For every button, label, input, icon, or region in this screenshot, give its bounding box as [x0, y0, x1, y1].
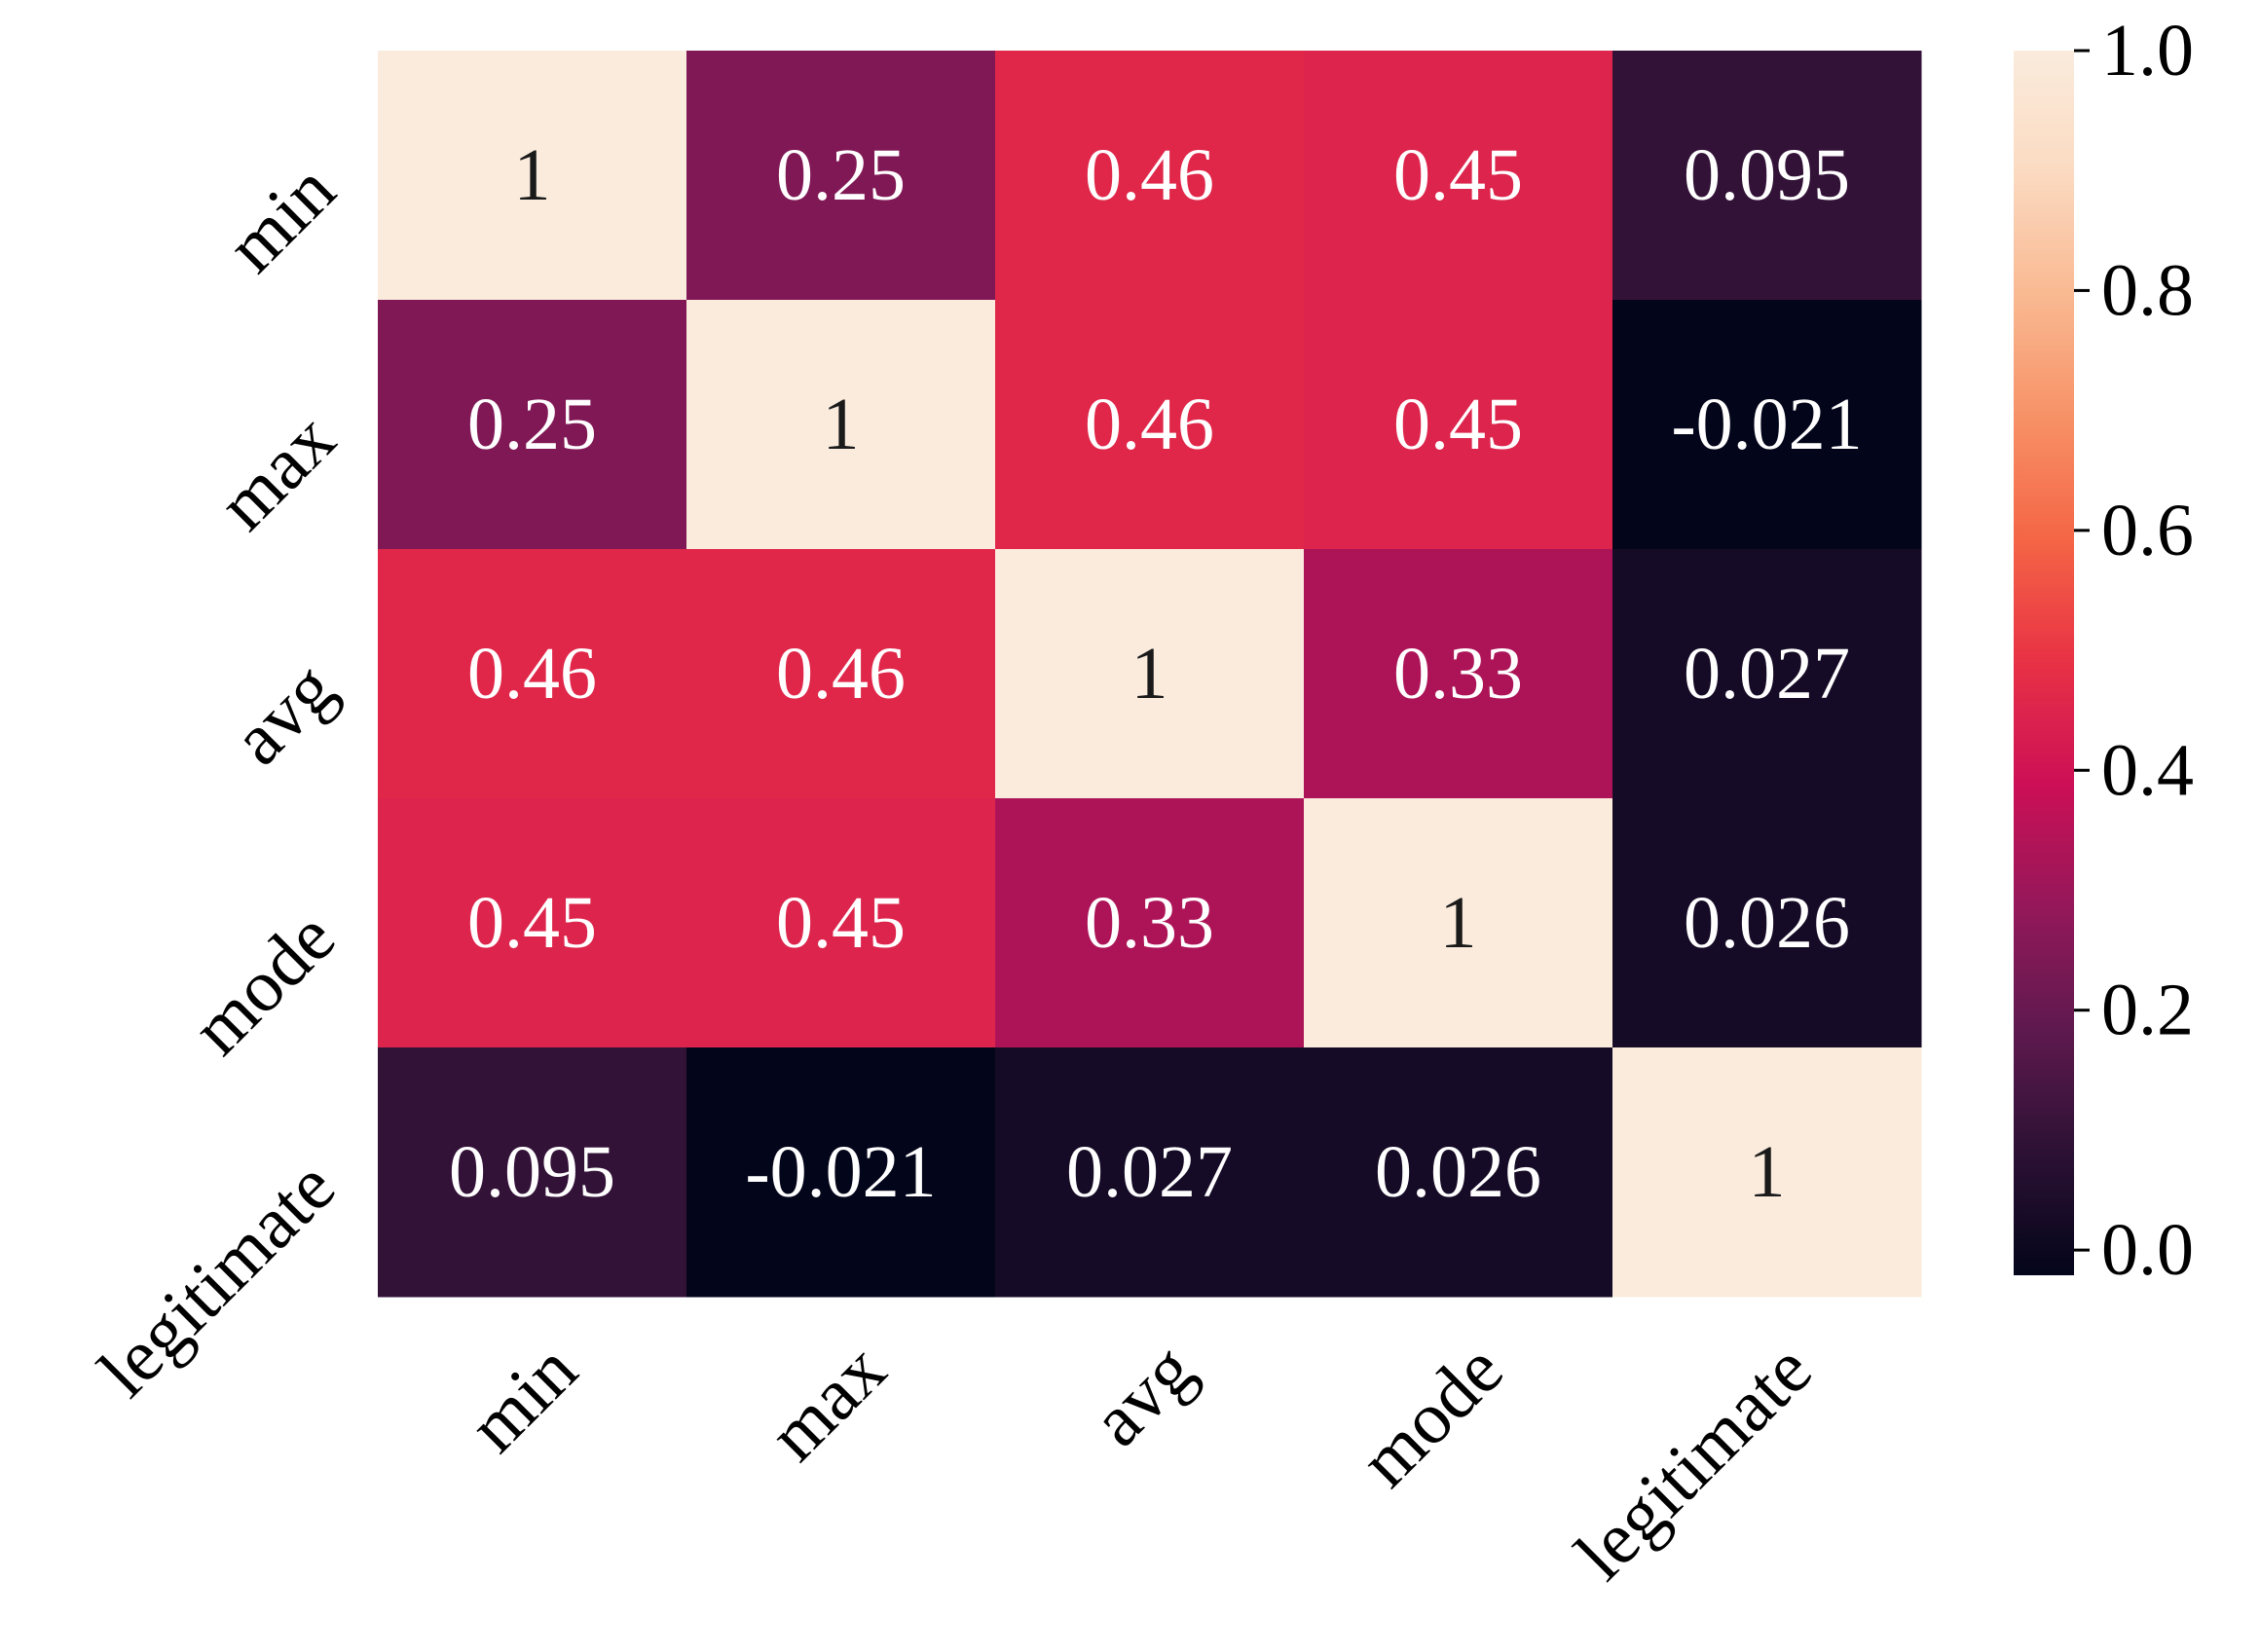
cell-value-label-2-1: 0.46 [776, 633, 906, 715]
cell-value-label-3-2: 0.33 [1085, 882, 1214, 964]
colorbar-tick-label-4: 0.8 [2101, 249, 2194, 331]
heatmap-cell-4-1 [686, 1047, 996, 1298]
x-tick-label-1: max [754, 1329, 902, 1477]
colorbar-tick-label-3: 0.6 [2101, 490, 2194, 571]
colorbar-tick-label-1: 0.2 [2101, 970, 2194, 1051]
cell-value-label-0-2: 0.46 [1085, 134, 1214, 216]
cell-value-label-0-3: 0.45 [1393, 134, 1523, 216]
y-tick-label-3: mode [176, 897, 351, 1071]
heatmap-cell-2-4 [1612, 549, 1922, 799]
x-tick-label-3: mode [1345, 1329, 1519, 1503]
colorbar-tick-label-2: 0.4 [2101, 729, 2194, 811]
heatmap-cell-4-4 [1612, 1047, 1922, 1298]
x-axis-tick-labels: min max avg mode legitimate [454, 1329, 1828, 1596]
cell-value-label-0-1: 0.25 [776, 134, 906, 216]
heatmap-cell-2-1 [686, 549, 996, 799]
cell-value-label-3-4: 0.026 [1684, 882, 1850, 964]
cell-value-label-0-4: 0.095 [1684, 134, 1850, 216]
cell-value-label-0-0: 1 [514, 134, 551, 216]
heatmap-cell-3-3 [1304, 798, 1613, 1048]
heatmap-cell-4-2 [995, 1047, 1305, 1298]
heatmap-cell-3-1 [686, 798, 996, 1048]
heatmap-cell-4-3 [1304, 1047, 1613, 1298]
heatmap-cell-2-2 [995, 549, 1305, 799]
heatmap-cells [378, 51, 1922, 1298]
heatmap-cell-1-4 [1612, 300, 1922, 550]
heatmap-cell-1-3 [1304, 300, 1613, 550]
heatmap-cell-0-4 [1612, 51, 1922, 301]
y-axis-tick-labels: min max avg mode legitimate [84, 149, 351, 1413]
cell-value-label-1-3: 0.45 [1393, 384, 1523, 465]
cell-value-label-1-1: 1 [823, 384, 860, 465]
y-tick-label-2: avg [217, 647, 351, 781]
heatmap-cell-3-0 [378, 798, 687, 1048]
colorbar-tick-label-0: 0.0 [2101, 1209, 2194, 1291]
heatmap-cell-labels: 1 0.25 0.46 0.45 0.095 0.25 1 0.46 0.45 -0.021 0.4… [449, 134, 1863, 1213]
cell-value-label-1-0: 0.25 [467, 384, 597, 465]
heatmap-cell-0-1 [686, 51, 996, 301]
cell-value-label-4-2: 0.027 [1066, 1131, 1233, 1213]
cell-value-label-4-4: 1 [1749, 1131, 1786, 1213]
heatmap-cell-1-2 [995, 300, 1305, 550]
cell-value-label-1-2: 0.46 [1085, 384, 1214, 465]
y-tick-label-1: max [203, 398, 351, 546]
cell-value-label-1-4: -0.021 [1671, 384, 1862, 465]
heatmap-cell-3-4 [1612, 798, 1922, 1048]
y-tick-label-0: min [211, 149, 351, 288]
heatmap-cell-0-2 [995, 51, 1305, 301]
colorbar-gradient [2014, 51, 2074, 1275]
x-tick-label-0: min [454, 1329, 593, 1468]
heatmap-cell-4-0 [378, 1047, 687, 1298]
cell-value-label-4-3: 0.026 [1375, 1131, 1541, 1213]
heatmap-cell-2-0 [378, 549, 687, 799]
heatmap-cell-3-2 [995, 798, 1305, 1048]
cell-value-label-4-0: 0.095 [449, 1131, 615, 1213]
colorbar: 0.0 0.2 0.4 0.6 0.8 1.0 [2014, 10, 2194, 1291]
y-tick-label-4: legitimate [84, 1146, 351, 1413]
cell-value-label-3-3: 1 [1440, 882, 1477, 964]
cell-value-label-4-1: -0.021 [745, 1131, 936, 1213]
cell-value-label-3-0: 0.45 [467, 882, 597, 964]
cell-value-label-2-4: 0.027 [1684, 633, 1850, 715]
cell-value-label-2-2: 1 [1131, 633, 1168, 715]
cell-value-label-3-1: 0.45 [776, 882, 906, 964]
heatmap-cell-2-3 [1304, 549, 1613, 799]
cell-value-label-2-3: 0.33 [1393, 633, 1523, 715]
heatmap-cell-1-1 [686, 300, 996, 550]
cell-value-label-2-0: 0.46 [467, 633, 597, 715]
heatmap-cell-0-3 [1304, 51, 1613, 301]
heatmap-cell-0-0 [378, 51, 687, 301]
heatmap-cell-1-0 [378, 300, 687, 550]
colorbar-tick-label-5: 1.0 [2101, 10, 2194, 92]
x-tick-label-4: legitimate [1560, 1329, 1827, 1596]
x-tick-label-2: avg [1077, 1329, 1210, 1462]
